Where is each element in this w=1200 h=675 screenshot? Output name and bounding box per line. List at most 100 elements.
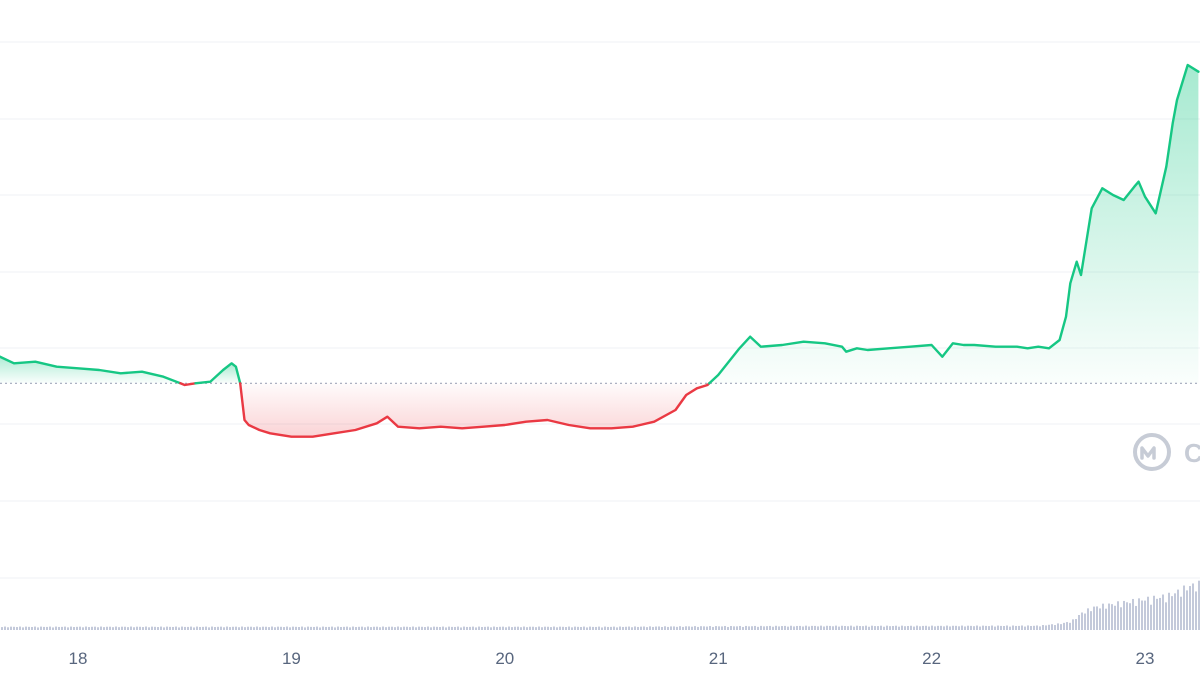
volume-bar: [739, 625, 741, 630]
volume-bar: [757, 626, 759, 630]
grid-lines: [0, 41, 1200, 579]
volume-bar: [1048, 624, 1050, 630]
volume-bar: [121, 626, 123, 630]
volume-bar: [832, 626, 834, 630]
volume-bar: [448, 626, 450, 630]
volume-bar: [1096, 606, 1098, 630]
volume-bar: [292, 626, 294, 630]
volume-bar: [1009, 626, 1011, 630]
volume-bar: [73, 627, 75, 630]
volume-bar: [736, 626, 738, 630]
volume-bar: [787, 626, 789, 630]
volume-bar: [1000, 625, 1002, 630]
area-fills: [0, 65, 1199, 437]
volume-bar: [193, 627, 195, 630]
volume-bar: [502, 626, 504, 630]
volume-bar: [19, 626, 21, 630]
volume-bar: [124, 626, 126, 630]
volume-bar: [811, 625, 813, 630]
volume-bar: [187, 626, 189, 630]
volume-bar: [127, 627, 129, 630]
volume-bar: [838, 626, 840, 630]
volume-bar: [937, 625, 939, 630]
volume-bar: [808, 626, 810, 630]
volume-bar: [1105, 608, 1107, 630]
volume-bar: [907, 625, 909, 630]
volume-bar: [916, 625, 918, 630]
volume-bar: [934, 626, 936, 630]
volume-bar: [235, 626, 237, 630]
volume-bar: [1153, 595, 1155, 630]
volume-bar: [82, 627, 84, 630]
volume-bar: [1006, 625, 1008, 630]
volume-bar: [433, 626, 435, 630]
volume-bar: [562, 626, 564, 630]
volume-bar: [565, 627, 567, 630]
volume-bar: [769, 625, 771, 630]
volume-bar: [217, 626, 219, 630]
volume-bar: [208, 627, 210, 630]
volume-bar: [97, 627, 99, 630]
volume-bar: [1147, 596, 1149, 630]
area-above-reference: [709, 65, 1199, 384]
volume-bar: [829, 625, 831, 630]
volume-bar: [394, 627, 396, 630]
volume-bar: [16, 627, 18, 630]
volume-bar: [328, 626, 330, 630]
volume-bar: [1069, 622, 1071, 630]
volume-bar: [436, 626, 438, 630]
volume-bar: [949, 626, 951, 630]
volume-bar: [853, 626, 855, 630]
x-tick-label: 19: [282, 649, 301, 668]
volume-bar: [940, 625, 942, 630]
volume-bar: [1051, 624, 1053, 630]
volume-bar: [556, 627, 558, 630]
volume-bar: [658, 626, 660, 630]
volume-bar: [85, 626, 87, 630]
volume-bar: [520, 627, 522, 630]
volume-bar: [646, 627, 648, 630]
x-tick-label: 23: [1136, 649, 1155, 668]
volume-bar: [55, 626, 57, 630]
volume-bar: [625, 626, 627, 630]
volume-bar: [1102, 603, 1104, 630]
volume-bar: [1084, 613, 1086, 630]
volume-bar: [46, 626, 48, 630]
volume-bar: [532, 626, 534, 630]
volume-bar: [442, 626, 444, 630]
volume-bar: [685, 626, 687, 630]
volume-bar: [1171, 596, 1173, 630]
volume-bar: [316, 626, 318, 630]
volume-bar: [25, 626, 27, 630]
volume-bar: [922, 625, 924, 630]
volume-bar: [763, 626, 765, 630]
volume-bar: [397, 626, 399, 630]
volume-bar: [577, 626, 579, 630]
volume-bar: [592, 626, 594, 630]
volume-bar: [514, 626, 516, 630]
volume-bar: [631, 627, 633, 630]
volume-bar: [196, 626, 198, 630]
volume-bar: [652, 626, 654, 630]
volume-bar: [1162, 594, 1164, 630]
volume-bar: [1090, 611, 1092, 630]
volume-bar: [643, 626, 645, 630]
volume-bar: [265, 626, 267, 630]
volume-bar: [841, 625, 843, 630]
volume-bar: [202, 626, 204, 630]
volume-bar: [76, 626, 78, 630]
volume-bar: [1054, 625, 1056, 630]
volume-bar: [421, 626, 423, 630]
volume-bar: [1042, 625, 1044, 630]
volume-bar: [925, 625, 927, 630]
volume-bar: [796, 625, 798, 630]
volume-bar: [7, 627, 9, 630]
volume-bar: [874, 626, 876, 630]
volume-bar: [601, 627, 603, 630]
volume-bar: [1180, 596, 1182, 630]
price-line-up: [0, 355, 182, 385]
volume-bar: [466, 626, 468, 630]
volume-bar: [106, 626, 108, 630]
volume-bar: [655, 626, 657, 630]
